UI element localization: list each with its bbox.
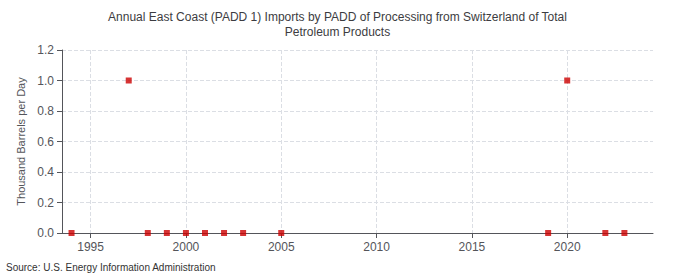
svg-text:Annual East Coast (PADD 1) Imp: Annual East Coast (PADD 1) Imports by PA… bbox=[108, 10, 567, 24]
svg-text:2020: 2020 bbox=[554, 240, 581, 254]
svg-text:Petroleum Products: Petroleum Products bbox=[285, 25, 390, 39]
svg-text:0.6: 0.6 bbox=[37, 135, 54, 149]
svg-text:0.2: 0.2 bbox=[37, 196, 54, 210]
svg-text:2015: 2015 bbox=[459, 240, 486, 254]
svg-text:2000: 2000 bbox=[173, 240, 200, 254]
svg-text:0.8: 0.8 bbox=[37, 104, 54, 118]
svg-text:1995: 1995 bbox=[77, 240, 104, 254]
svg-text:Source: U.S. Energy Informatio: Source: U.S. Energy Information Administ… bbox=[6, 262, 216, 273]
svg-text:2010: 2010 bbox=[363, 240, 390, 254]
svg-text:0.0: 0.0 bbox=[37, 226, 54, 240]
svg-text:1.0: 1.0 bbox=[37, 74, 54, 88]
svg-text:2005: 2005 bbox=[268, 240, 295, 254]
svg-text:0.4: 0.4 bbox=[37, 165, 54, 179]
svg-text:1.2: 1.2 bbox=[37, 43, 54, 57]
svg-text:Thousand Barrels per Day: Thousand Barrels per Day bbox=[15, 77, 27, 206]
